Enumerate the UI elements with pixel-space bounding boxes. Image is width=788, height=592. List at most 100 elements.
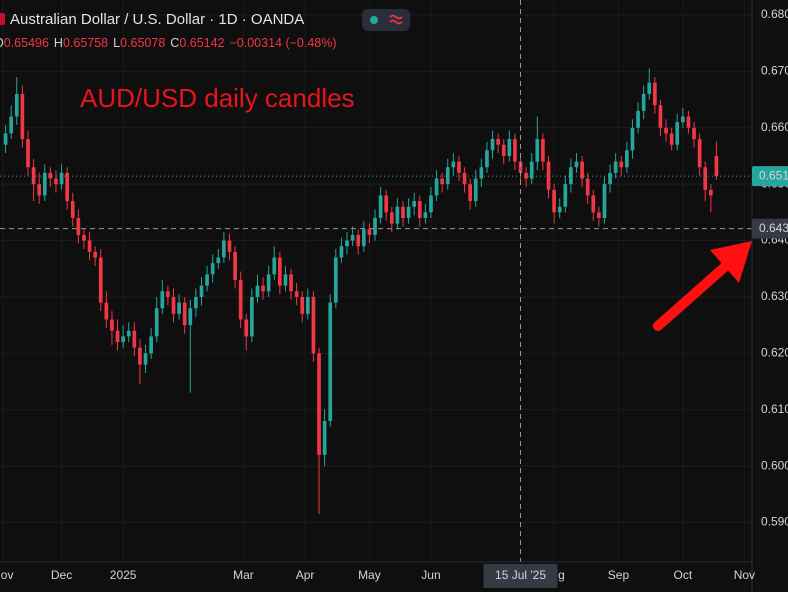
candle-body: [675, 122, 680, 145]
candle-body: [266, 274, 271, 292]
candle-body: [619, 161, 624, 168]
candle-body: [199, 285, 204, 297]
candle-body: [126, 330, 131, 337]
candle-body: [76, 218, 81, 235]
candle-body: [373, 218, 377, 235]
candle-body: [3, 133, 8, 145]
x-tick-label: Nov: [734, 568, 755, 582]
candle-body: [300, 296, 305, 314]
candle-body: [429, 195, 433, 213]
candle-body: [138, 347, 142, 365]
candle-body: [535, 139, 540, 162]
candle-body: [272, 257, 277, 275]
candle-body: [636, 110, 640, 128]
candle-body: [591, 195, 596, 213]
candle-body: [569, 167, 573, 185]
arrow-shaft: [653, 259, 733, 331]
last-price-box: [752, 166, 788, 187]
candle-body: [322, 421, 327, 455]
candle-body: [501, 144, 506, 156]
candle-body: [20, 93, 25, 140]
candle-body: [641, 93, 646, 111]
candle-body: [166, 291, 170, 297]
candle-body: [37, 184, 42, 196]
candle-body: [70, 201, 75, 218]
x-tick-label: Jun: [421, 568, 440, 582]
annotation: AUD/USD daily candles: [80, 83, 355, 113]
crosshair-price-label: 0.643: [759, 221, 788, 235]
candle-body: [110, 319, 114, 331]
candle-body: [14, 93, 19, 117]
candle-body: [250, 296, 254, 337]
candle-body: [121, 336, 125, 343]
candle-body: [602, 184, 607, 218]
candle-body: [367, 229, 372, 235]
crosshair-price-box: [752, 218, 788, 239]
candle-body: [686, 116, 691, 128]
candle-body: [227, 240, 232, 252]
candle-body: [412, 201, 417, 207]
candle-body: [389, 212, 394, 224]
candle-body: [93, 251, 97, 258]
candle-body: [479, 167, 484, 179]
candle-body: [255, 285, 260, 297]
candle-body: [563, 184, 568, 207]
candle-body: [317, 353, 321, 455]
candle-body: [680, 116, 685, 123]
candle-body: [177, 302, 181, 314]
candle-body: [350, 234, 355, 241]
crosshair-date-box: [483, 564, 558, 588]
candle-body: [524, 172, 528, 179]
y-tick-label: 0.680: [761, 7, 788, 21]
candle-body: [406, 206, 411, 218]
candle-body: [238, 280, 243, 320]
candle-body: [664, 127, 668, 134]
candle-body: [378, 195, 383, 218]
candle-body: [154, 308, 159, 337]
ohlc-value: 0.65142: [179, 36, 224, 50]
y-tick-label: 0.600: [761, 458, 788, 472]
candle-body: [630, 127, 635, 151]
candle-body: [653, 82, 657, 106]
candle-body: [692, 127, 696, 140]
flag-icon: [0, 13, 5, 25]
candle-body: [384, 195, 389, 213]
x-tick-label: May: [358, 568, 381, 582]
candle-body: [552, 189, 556, 213]
candle-body: [132, 330, 137, 348]
candle-body: [490, 139, 495, 151]
candle-body: [339, 246, 344, 258]
candle-body: [658, 105, 663, 128]
x-tick-label: Mar: [233, 568, 254, 582]
candle-body: [82, 234, 86, 241]
candle-body: [222, 240, 226, 258]
candle-body: [216, 257, 221, 264]
ohlc-value: 0.65496: [4, 36, 49, 50]
y-tick-label: 0.660: [761, 120, 788, 134]
x-tick-label: Dec: [51, 568, 72, 582]
candle-body: [171, 296, 176, 314]
candle-body: [98, 257, 103, 303]
candle-body: [143, 353, 148, 365]
x-tick-label: Apr: [296, 568, 315, 582]
candle-body: [188, 308, 193, 326]
candle-body: [574, 161, 579, 168]
candle-body: [529, 161, 534, 179]
candle-body: [305, 296, 310, 314]
candle-body: [356, 234, 361, 247]
candle-body: [283, 274, 288, 286]
x-tick-label: Nov: [0, 568, 13, 582]
candle-body: [451, 161, 456, 168]
arrow-head: [710, 241, 752, 283]
candle-body: [294, 291, 299, 297]
candle-body: [149, 336, 153, 354]
x-tick-label: Sep: [608, 568, 630, 582]
candle-body: [557, 206, 562, 213]
candle-body: [361, 229, 366, 247]
candle-body: [59, 172, 64, 185]
axes: 0.5900.6000.6100.6200.6300.6400.6500.660…: [0, 7, 788, 588]
candle-body: [468, 184, 472, 202]
candle-body: [31, 167, 36, 185]
